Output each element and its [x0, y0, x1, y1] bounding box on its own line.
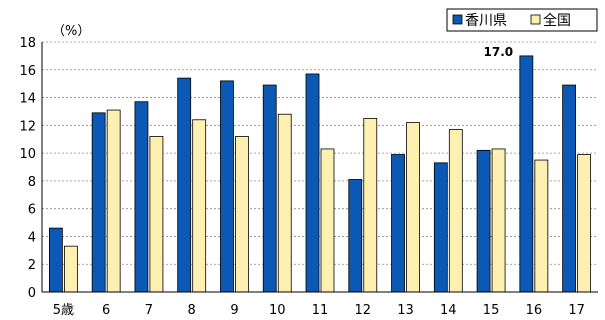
bar-kagawa — [177, 77, 192, 293]
bar-national — [577, 154, 592, 293]
y-tick-label: 12 — [19, 119, 36, 134]
bar-kagawa — [476, 149, 491, 293]
y-tick-label: 10 — [19, 147, 36, 162]
y-tick-label: 0 — [28, 286, 36, 301]
y-tick-label: 6 — [28, 203, 36, 218]
legend-swatch — [530, 14, 541, 25]
bar-kagawa — [134, 101, 149, 293]
x-tick-label: 11 — [312, 303, 329, 318]
data-label: 17.0 — [484, 45, 514, 59]
y-unit-label: （%） — [52, 24, 90, 39]
bar-national — [63, 245, 78, 293]
bar-national — [491, 148, 506, 293]
bar-national — [106, 109, 121, 293]
x-tick-label: 12 — [354, 303, 371, 318]
bar-kagawa — [562, 84, 577, 293]
y-tick-label: 16 — [19, 64, 36, 79]
y-tick-label: 8 — [28, 175, 36, 190]
legend-box — [446, 8, 598, 32]
bars — [48, 55, 592, 293]
bar-kagawa — [305, 73, 320, 293]
x-tick-label: 8 — [188, 303, 196, 318]
bar-kagawa — [48, 227, 63, 293]
bar-national — [277, 113, 292, 293]
bar-national — [320, 148, 335, 293]
x-tick-label: 17 — [568, 303, 585, 318]
bar-national — [235, 136, 249, 293]
legend-label: 香川県 — [465, 13, 507, 29]
y-tick-label: 4 — [28, 230, 36, 245]
bar-kagawa — [91, 112, 106, 293]
legend-swatch — [452, 14, 463, 25]
x-tick-label: 14 — [440, 303, 457, 318]
bar-kagawa — [391, 154, 405, 293]
bar-national — [406, 122, 420, 293]
x-tick-label: 5歳 — [53, 303, 74, 318]
y-tick-label: 18 — [19, 36, 36, 51]
legend: 香川県 全国 — [446, 8, 598, 32]
bar-national — [448, 129, 463, 293]
annotations: 17.0 — [484, 45, 514, 59]
legend-label: 全国 — [543, 12, 571, 29]
bar-kagawa — [433, 162, 448, 293]
bar-national — [192, 119, 207, 293]
bar-national — [534, 159, 549, 293]
bar-kagawa — [519, 55, 534, 293]
grid-lines — [42, 41, 598, 265]
bar-kagawa — [262, 84, 277, 293]
x-tick-label: 13 — [397, 303, 414, 318]
bar-kagawa — [220, 80, 234, 293]
x-tick-label: 16 — [526, 303, 543, 318]
bar-kagawa — [348, 179, 363, 293]
bar-national — [363, 117, 378, 293]
x-tick-label: 10 — [269, 303, 286, 318]
x-tick-label: 15 — [483, 303, 500, 318]
bar-national — [149, 136, 164, 293]
x-tick-label: 6 — [102, 303, 110, 318]
x-tick-label: 7 — [145, 303, 153, 318]
y-tick-label: 2 — [28, 258, 36, 273]
axes — [41, 42, 598, 293]
y-tick-label: 14 — [19, 92, 36, 107]
x-tick-label: 9 — [230, 303, 238, 318]
y-tick-labels: 0 2 4 6 8 10 12 14 16 18 — [19, 36, 36, 301]
x-tick-labels: 5歳 6 7 8 9 10 11 12 13 14 15 16 17 — [53, 303, 585, 318]
